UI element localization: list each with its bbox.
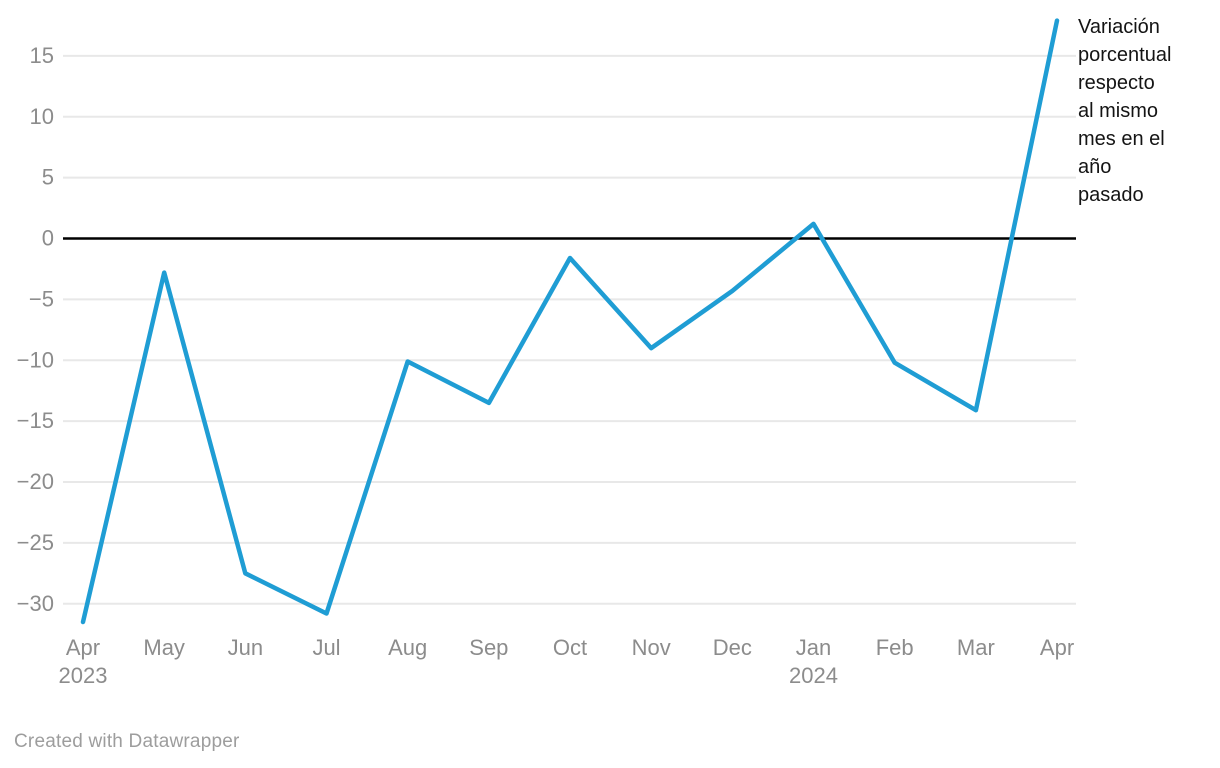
- x-axis-tick-label: Oct: [553, 635, 587, 660]
- x-axis-tick-label: Mar: [957, 635, 995, 660]
- y-axis-tick-label: −10: [17, 347, 54, 372]
- x-axis-tick-label: Sep: [469, 635, 508, 660]
- x-axis-year-label: 2024: [789, 663, 838, 688]
- datawrapper-credit-link[interactable]: Created with Datawrapper: [14, 731, 240, 752]
- x-axis-tick-label: Jun: [228, 635, 263, 660]
- data-line-series: [80, 18, 1060, 625]
- x-axis-tick-label: Feb: [876, 635, 914, 660]
- y-axis-tick-label: −30: [17, 591, 54, 616]
- x-axis-tick-label: May: [143, 635, 185, 660]
- x-axis-tick-label: Apr: [1040, 635, 1074, 660]
- x-axis-tick-label: Aug: [388, 635, 427, 660]
- x-axis-year-label: 2023: [59, 663, 108, 688]
- x-axis-tick-label: Jan: [796, 635, 831, 660]
- x-axis-tick-label: Apr: [66, 635, 100, 660]
- y-axis-tick-label: −25: [17, 530, 54, 555]
- line-annotation: Variación porcentual respecto al mismo m…: [1078, 16, 1172, 206]
- x-axis-tick-label: Dec: [713, 635, 752, 660]
- y-axis-tick-label: 0: [42, 226, 54, 251]
- y-axis-tick-label: −20: [17, 469, 54, 494]
- x-axis-tick-label: Jul: [312, 635, 340, 660]
- x-axis-tick-label: Nov: [632, 635, 671, 660]
- y-axis-tick-label: −15: [17, 408, 54, 433]
- y-axis-tick-label: −5: [29, 286, 54, 311]
- y-axis-tick-label: 15: [30, 43, 54, 68]
- y-axis-tick-label: 5: [42, 165, 54, 190]
- y-axis-tick-label: 10: [30, 104, 54, 129]
